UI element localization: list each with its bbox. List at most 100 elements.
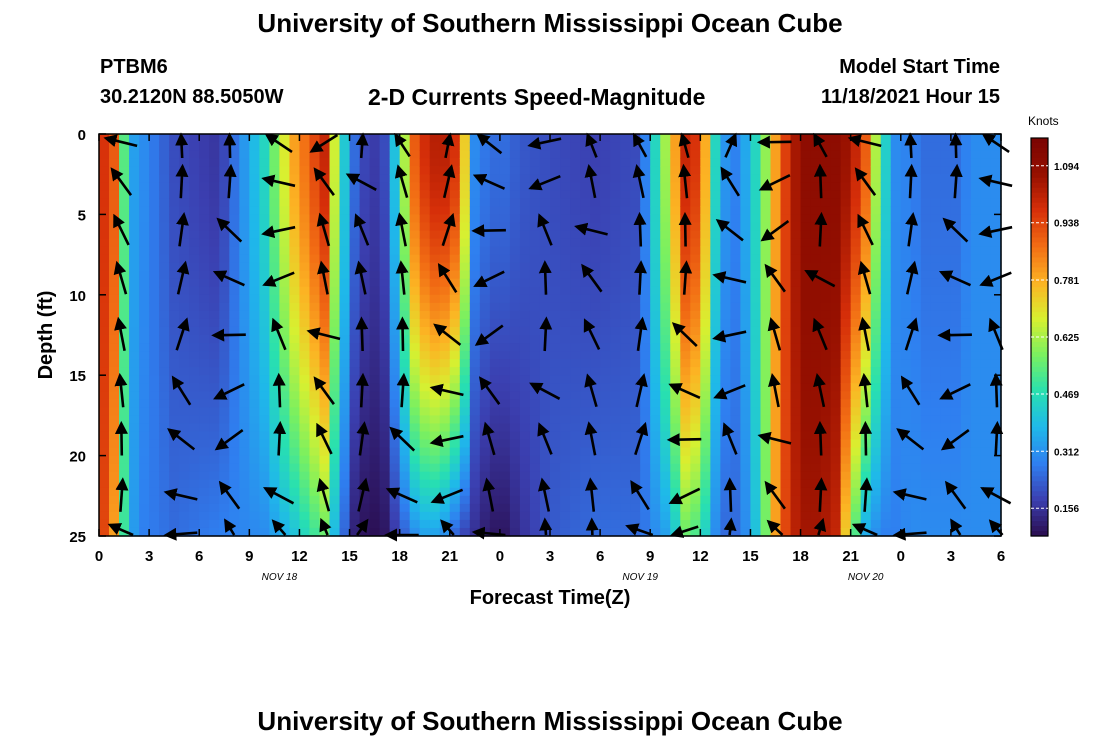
heatmap-cell [950, 367, 962, 376]
heatmap-cell [900, 415, 912, 425]
heatmap-cell [820, 206, 832, 215]
heatmap-cell [269, 407, 280, 416]
heatmap-cell [529, 286, 541, 296]
colorbar-segment [1031, 421, 1048, 428]
heatmap-cell [229, 142, 240, 151]
heatmap-cell [640, 222, 651, 232]
heatmap-cell [560, 166, 571, 175]
heatmap-cell [800, 158, 812, 167]
heatmap-cell [680, 463, 691, 473]
heatmap-cell [890, 351, 902, 360]
heatmap-cell [650, 262, 661, 272]
heatmap-cell [760, 375, 772, 384]
heatmap-cell [740, 286, 752, 296]
heatmap-cell [479, 286, 491, 296]
heatmap-cell [109, 447, 120, 457]
heatmap-cell [690, 407, 701, 416]
colorbar-segment [1031, 317, 1048, 323]
current-vector-arrow [938, 270, 972, 287]
heatmap-cell [459, 254, 471, 264]
colorbar-segment [1031, 332, 1048, 338]
heatmap-cell [590, 455, 601, 465]
heatmap-cell [870, 142, 882, 151]
heatmap-cell [269, 246, 280, 256]
heatmap-cell [830, 503, 842, 513]
heatmap-cell [299, 278, 311, 288]
heatmap-cell [550, 495, 561, 505]
heatmap-cell [489, 479, 501, 489]
heatmap-cell [219, 359, 230, 368]
heatmap-cell [229, 367, 240, 376]
heatmap-cell [710, 503, 721, 513]
heatmap-cell [950, 294, 962, 304]
heatmap-cell [359, 455, 371, 465]
heatmap-cell [600, 150, 611, 159]
heatmap-cell [509, 150, 521, 159]
heatmap-cell [169, 166, 180, 175]
heatmap-cell [630, 318, 641, 328]
heatmap-cell [369, 447, 381, 457]
heatmap-cell [379, 230, 391, 240]
heatmap-cell [449, 222, 461, 232]
heatmap-cell [840, 479, 852, 489]
heatmap-cell [99, 142, 110, 151]
heatmap-cell [850, 479, 862, 489]
heatmap-cell [109, 206, 120, 215]
heatmap-cell [529, 479, 541, 489]
heatmap-cell [690, 335, 701, 344]
heatmap-cell [970, 270, 982, 280]
heatmap-cell [349, 519, 361, 529]
heatmap-cell [269, 423, 280, 433]
heatmap-cell [229, 415, 240, 425]
heatmap-cell [279, 326, 291, 336]
heatmap-cell [239, 222, 250, 232]
heatmap-cell [419, 471, 431, 481]
heatmap-cell [960, 335, 972, 344]
heatmap-cell [850, 503, 862, 513]
heatmap-cell [399, 294, 411, 304]
heatmap-cell [369, 375, 381, 384]
heatmap-cell [149, 519, 160, 529]
heatmap-cell [940, 447, 952, 457]
heatmap-cell [179, 343, 190, 352]
heatmap-cell [840, 150, 852, 159]
heatmap-cell [139, 367, 150, 376]
heatmap-cell [800, 447, 812, 457]
heatmap-cell [489, 182, 501, 191]
heatmap-cell [219, 302, 230, 312]
heatmap-cell [119, 479, 130, 489]
heatmap-cell [950, 206, 962, 215]
heatmap-cell [650, 391, 661, 400]
heatmap-cell [950, 198, 962, 207]
heatmap-cell [479, 447, 491, 457]
heatmap-cell [99, 158, 110, 167]
heatmap-cell [259, 166, 270, 175]
heatmap-cell [329, 407, 341, 416]
current-vector-arrow [537, 213, 553, 246]
heatmap-cell [129, 447, 140, 457]
heatmap-cell [620, 495, 631, 505]
heatmap-cell [920, 182, 932, 191]
heatmap-cell [970, 343, 982, 352]
heatmap-cell [179, 399, 190, 408]
heatmap-cell [550, 254, 561, 264]
heatmap-cell [339, 463, 351, 473]
heatmap-cell [680, 302, 691, 312]
heatmap-cell [670, 142, 681, 151]
current-vector-arrow [356, 421, 370, 456]
heatmap-cell [810, 150, 822, 159]
heatmap-cell [720, 190, 731, 199]
heatmap-cell [239, 527, 250, 537]
heatmap-cell [810, 302, 822, 312]
heatmap-cell [359, 359, 371, 368]
heatmap-cell [730, 431, 742, 441]
heatmap-cell [680, 519, 691, 529]
current-vector-arrow [904, 317, 919, 351]
heatmap-cell [519, 150, 531, 159]
heatmap-cell [690, 471, 701, 481]
heatmap-cell [900, 463, 912, 473]
heatmap-cell [550, 222, 561, 232]
heatmap-cell [469, 310, 481, 320]
heatmap-cell [239, 238, 250, 248]
heatmap-cell [690, 174, 701, 183]
